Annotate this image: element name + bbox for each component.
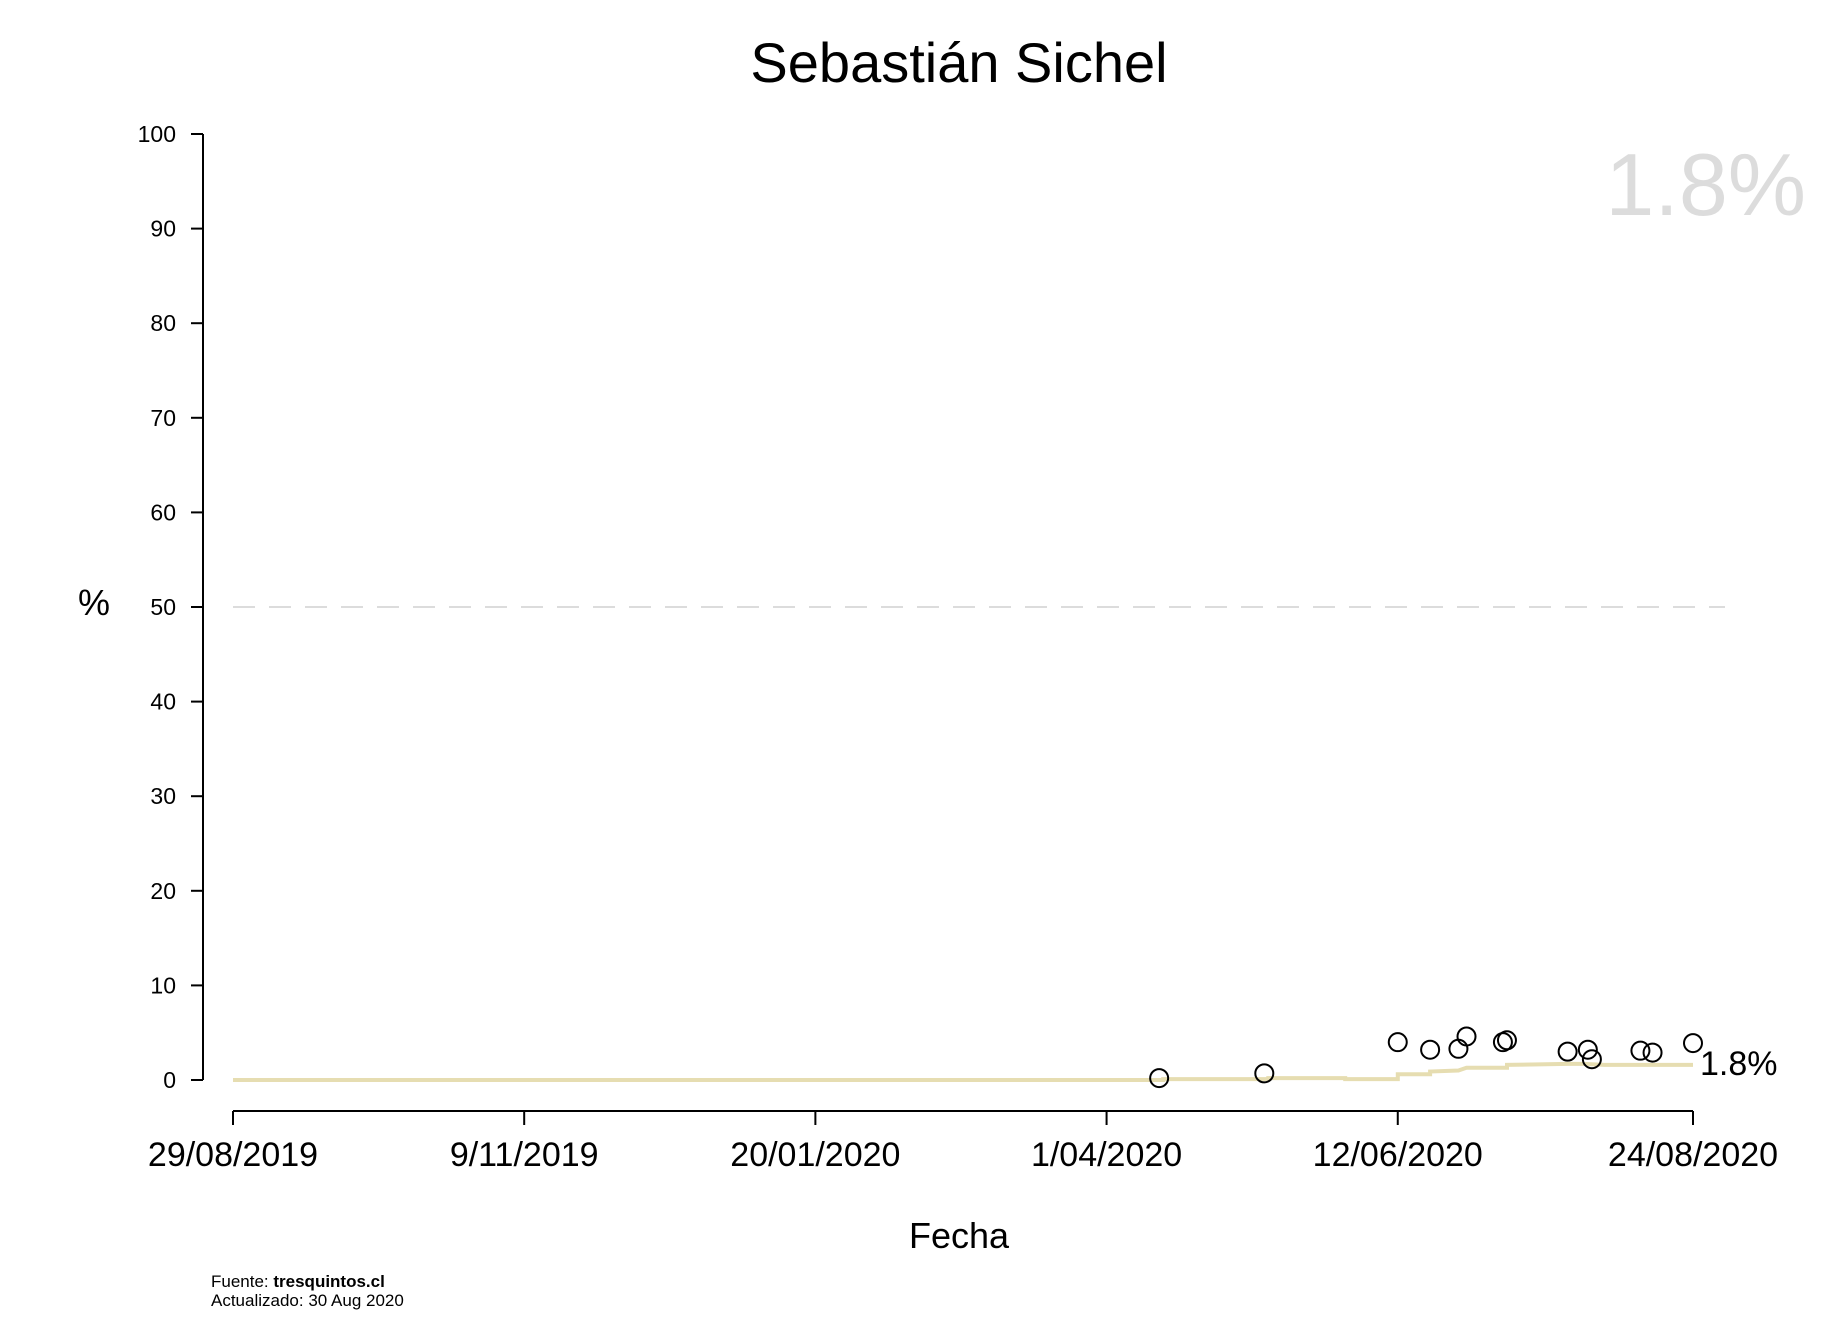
x-tick-label: 20/01/2020 bbox=[730, 1136, 900, 1174]
y-tick-label: 10 bbox=[150, 972, 176, 998]
y-tick-label: 80 bbox=[150, 310, 176, 336]
current-value-label: 1.8% bbox=[1700, 1045, 1778, 1083]
current-value-watermark: 1.8% bbox=[1605, 135, 1806, 234]
plot-area bbox=[233, 1026, 1703, 1089]
poll-point bbox=[1642, 1042, 1663, 1063]
trend-line bbox=[233, 1061, 1693, 1082]
poll-point bbox=[1630, 1040, 1651, 1061]
x-tick-label: 9/11/2019 bbox=[450, 1136, 599, 1174]
x-axis-label: Fecha bbox=[909, 1215, 1010, 1256]
y-tick-label: 0 bbox=[163, 1067, 176, 1093]
y-tick-label: 50 bbox=[150, 594, 176, 620]
poll-point bbox=[1496, 1030, 1517, 1051]
updated-note: Actualizado: 30 Aug 2020 bbox=[211, 1291, 404, 1310]
poll-point bbox=[1149, 1068, 1170, 1089]
source-note: Fuente: tresquintos.cl bbox=[211, 1272, 385, 1291]
y-tick-label: 40 bbox=[150, 689, 176, 715]
axes: 0 10 20 30 40 50 60 70 80 90 100 29/08/2019 9/11/201… bbox=[138, 121, 1778, 1174]
poll-point bbox=[1420, 1039, 1441, 1060]
y-tick-label: 20 bbox=[150, 878, 176, 904]
source-name: tresquintos.cl bbox=[273, 1272, 384, 1291]
y-tick-label: 90 bbox=[150, 216, 176, 242]
x-tick-label: 1/04/2020 bbox=[1031, 1136, 1182, 1174]
x-tick-label: 12/06/2020 bbox=[1313, 1136, 1483, 1174]
poll-point bbox=[1577, 1039, 1598, 1060]
y-tick-label: 100 bbox=[138, 121, 176, 147]
poll-point bbox=[1581, 1049, 1602, 1070]
x-tick-label: 24/08/2020 bbox=[1608, 1136, 1778, 1174]
chart-title: Sebastián Sichel bbox=[750, 31, 1167, 94]
y-axis-label: % bbox=[78, 582, 110, 623]
x-tick-label: 29/08/2019 bbox=[148, 1136, 318, 1174]
y-tick-label: 60 bbox=[150, 499, 176, 525]
poll-point bbox=[1448, 1038, 1469, 1059]
poll-point bbox=[1387, 1032, 1408, 1053]
poll-point bbox=[1254, 1063, 1275, 1084]
poll-point bbox=[1456, 1026, 1477, 1047]
poll-point bbox=[1557, 1041, 1578, 1062]
y-tick-label: 30 bbox=[150, 783, 176, 809]
y-tick-label: 70 bbox=[150, 405, 176, 431]
source-prefix: Fuente: bbox=[211, 1272, 273, 1291]
poll-point bbox=[1683, 1033, 1703, 1054]
